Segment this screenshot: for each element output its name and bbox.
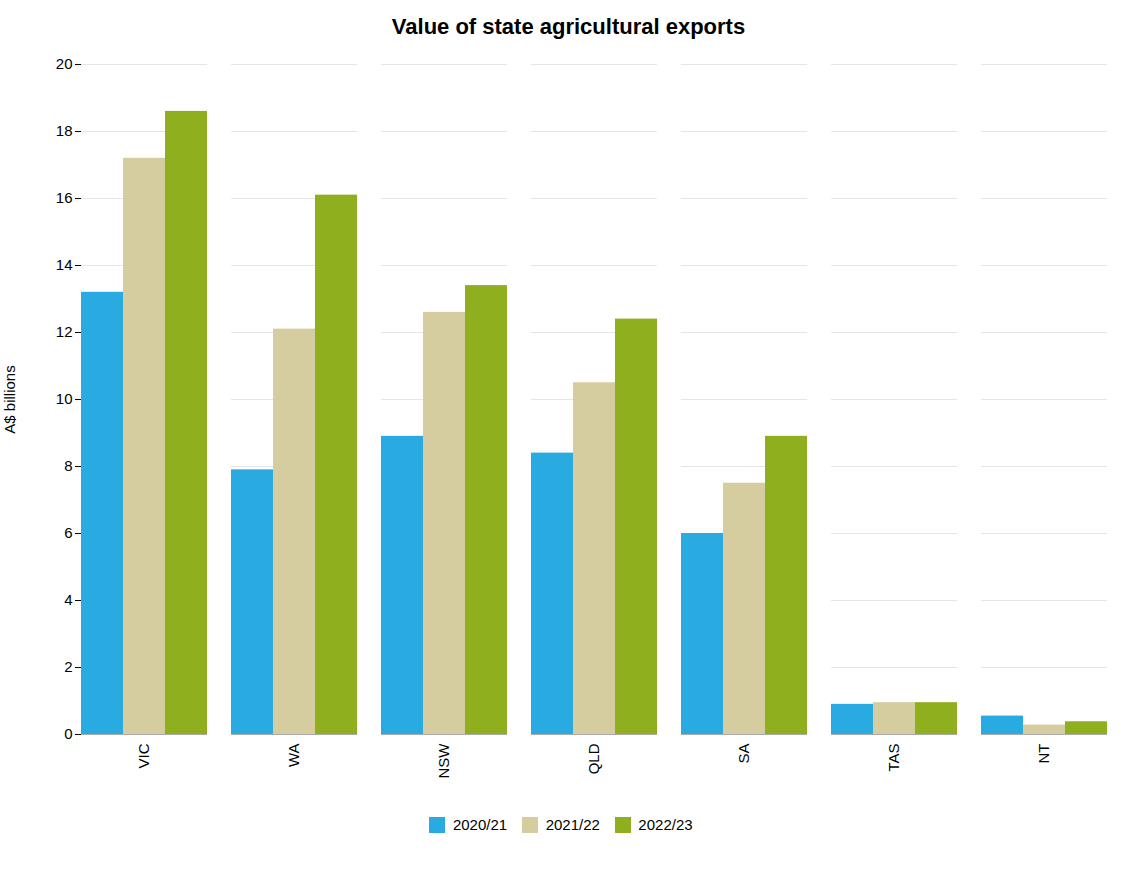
svg-text:4: 4 bbox=[64, 591, 72, 608]
svg-text:NT: NT bbox=[1035, 744, 1052, 764]
svg-text:VIC: VIC bbox=[135, 743, 152, 768]
svg-text:WA: WA bbox=[285, 744, 302, 768]
html-text:2020/21: 2020/21 bbox=[452, 816, 508, 833]
svg-text:QLD: QLD bbox=[585, 743, 602, 774]
svg-text:8: 8 bbox=[64, 457, 72, 474]
svg-text:10: 10 bbox=[56, 390, 73, 407]
svg-text:2: 2 bbox=[64, 658, 72, 675]
svg-text:12: 12 bbox=[56, 323, 73, 340]
svg-text:20: 20 bbox=[56, 55, 73, 72]
svg-text:6: 6 bbox=[64, 524, 72, 541]
svg-text:NSW: NSW bbox=[435, 743, 452, 779]
svg-text:A$ billions: A$ billions bbox=[1, 365, 18, 433]
html-text:2022/23: 2022/23 bbox=[638, 816, 693, 833]
svg-text:16: 16 bbox=[56, 189, 73, 206]
svg-text:0: 0 bbox=[64, 725, 72, 742]
svg-text:14: 14 bbox=[56, 256, 73, 273]
svg-text:SA: SA bbox=[735, 744, 752, 764]
html-text:Value of state agricultural ex: Value of state agricultural exports bbox=[391, 14, 746, 39]
svg-text:TAS: TAS bbox=[885, 744, 902, 772]
svg-text:18: 18 bbox=[56, 122, 73, 139]
html-text:2021/22: 2021/22 bbox=[545, 816, 600, 833]
